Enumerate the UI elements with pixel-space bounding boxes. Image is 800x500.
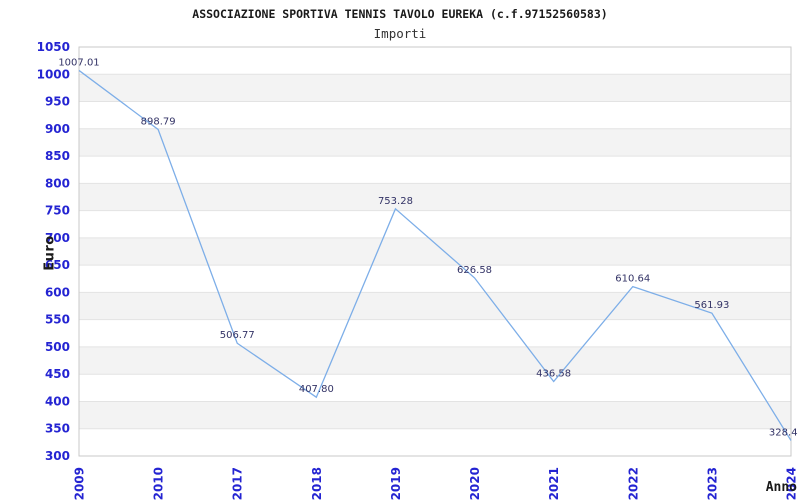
x-tick-label: 2023: [705, 467, 719, 500]
x-tick-label: 2022: [626, 467, 640, 500]
grid-band: [79, 292, 791, 320]
x-tick-label: 2009: [73, 467, 87, 500]
point-label: 506.77: [220, 330, 255, 341]
point-label: 1007.01: [58, 57, 99, 68]
point-label: 561.93: [694, 300, 729, 311]
y-tick-label: 1050: [37, 40, 70, 54]
y-tick-label: 750: [45, 204, 70, 218]
y-tick-label: 400: [45, 394, 70, 408]
point-label: 898.79: [141, 116, 176, 127]
grid-band: [79, 401, 791, 429]
x-tick-label: 2021: [547, 467, 561, 500]
grid-band: [79, 74, 791, 102]
x-tick-label: 2017: [231, 467, 245, 500]
point-label: 610.64: [615, 274, 650, 285]
x-tick-label: 2010: [152, 467, 166, 500]
y-tick-label: 600: [45, 285, 70, 299]
grid-band: [79, 346, 791, 375]
y-tick-label: 450: [45, 367, 70, 381]
grid-band: [79, 183, 791, 211]
y-tick-label: 900: [45, 122, 70, 136]
grid-band: [79, 237, 791, 266]
point-label: 328.4: [769, 428, 798, 439]
grid-band: [79, 128, 791, 157]
series-line: [78, 69, 792, 441]
plot-border: [78, 46, 792, 457]
x-axis-title: Anno: [765, 480, 797, 495]
y-tick-label: 700: [45, 231, 70, 245]
y-tick-label: 550: [45, 313, 70, 327]
point-label: 753.28: [378, 196, 413, 207]
x-tick-label: 2018: [310, 467, 324, 500]
chart-title: ASSOCIAZIONE SPORTIVA TENNIS TAVOLO EURE…: [192, 7, 608, 21]
y-tick-label: 850: [45, 149, 70, 163]
y-tick-label: 500: [45, 340, 70, 354]
y-tick-label: 300: [45, 449, 70, 463]
point-label: 407.80: [299, 384, 334, 395]
y-axis-title: Euro: [42, 235, 58, 271]
y-tick-label: 1000: [37, 67, 70, 81]
x-tick-label: 2020: [468, 467, 482, 500]
y-tick-label: 950: [45, 95, 70, 109]
x-tick-label: 2024: [785, 467, 799, 500]
y-tick-label: 800: [45, 176, 70, 190]
chart-subtitle: Importi: [373, 26, 427, 41]
point-label: 626.58: [457, 265, 492, 276]
y-tick-label: 650: [45, 258, 70, 272]
x-tick-label: 2019: [389, 467, 403, 500]
y-tick-label: 350: [45, 422, 70, 436]
point-label: 436.58: [536, 369, 571, 380]
